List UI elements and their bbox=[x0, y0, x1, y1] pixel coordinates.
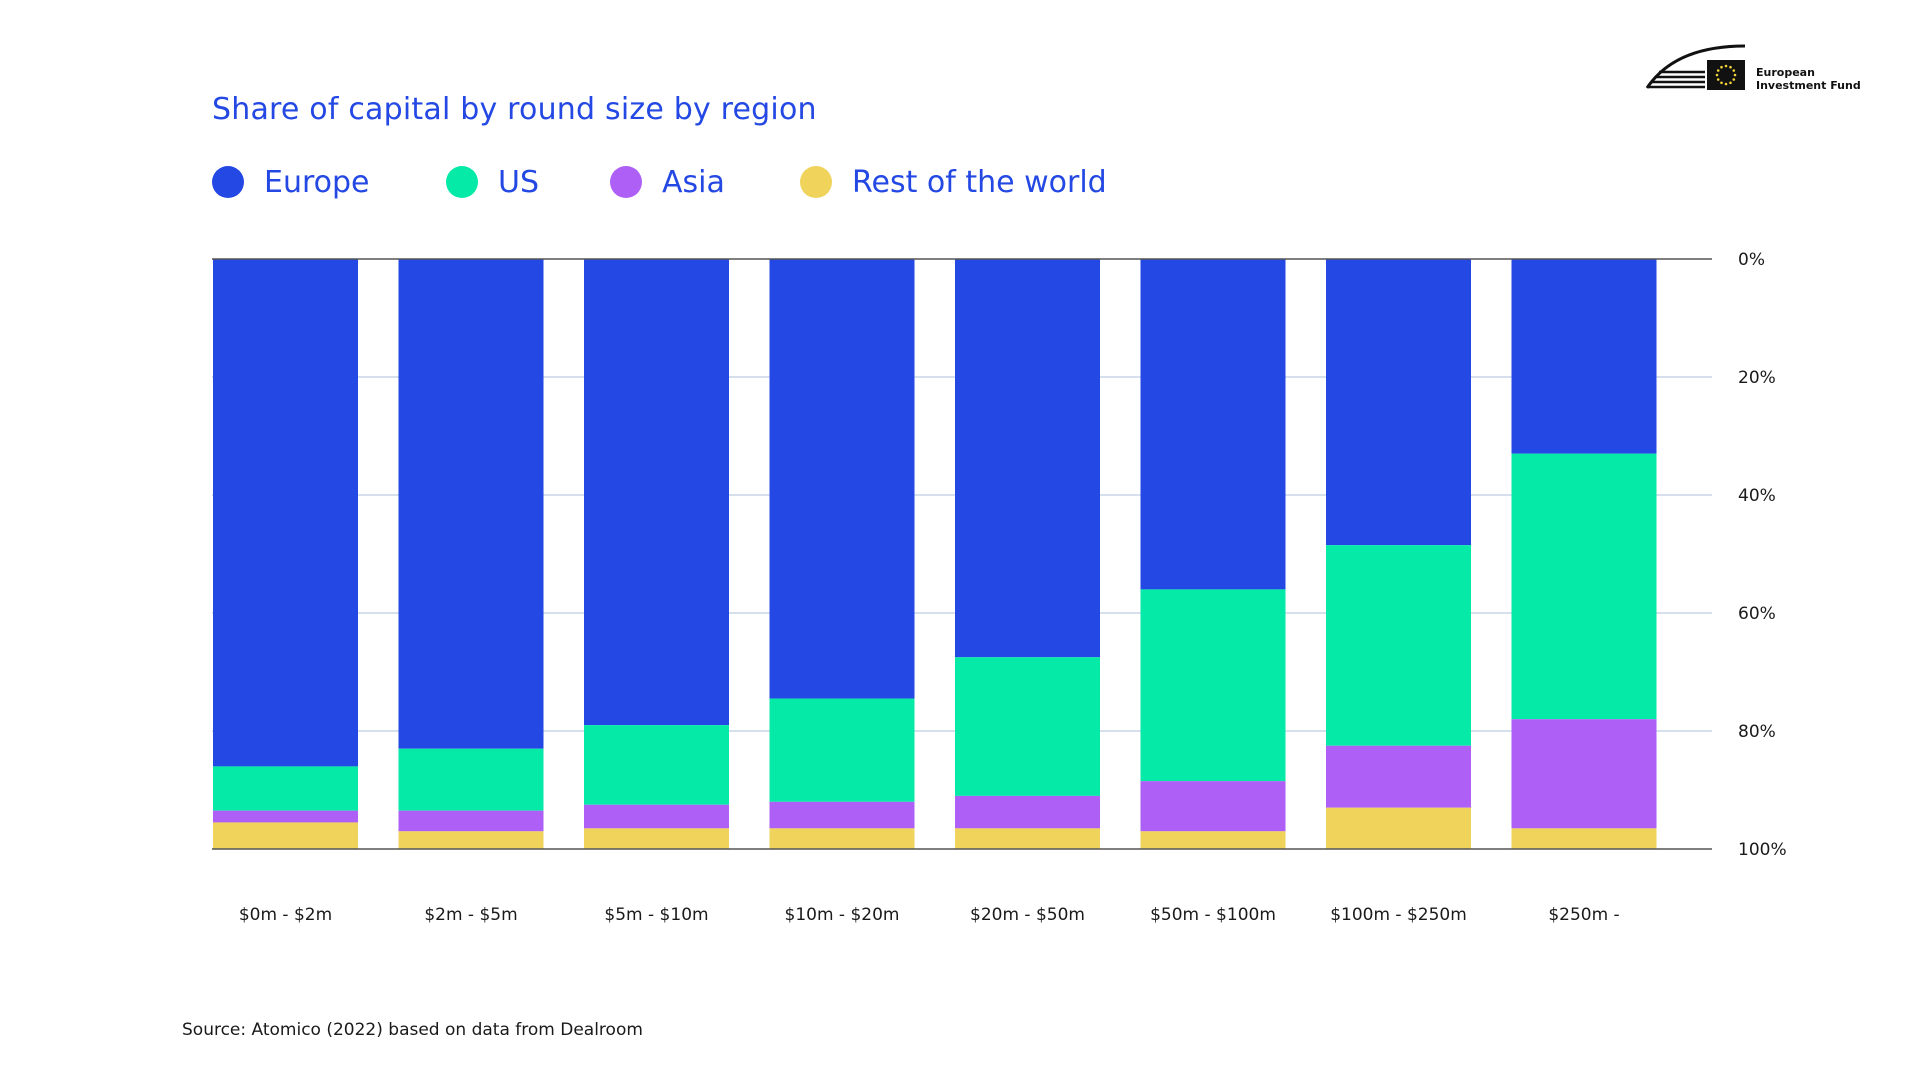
x-tick-label-1: $0m - $2m bbox=[239, 905, 332, 925]
legend-label-europe: Europe bbox=[264, 164, 370, 200]
x-tick-label-7: $100m - $250m bbox=[1330, 905, 1467, 925]
logo-text-line1: European bbox=[1756, 66, 1815, 79]
bar-rest-of-the-world-4 bbox=[769, 828, 915, 849]
bar-europe-6 bbox=[1140, 259, 1286, 590]
bar-asia-6 bbox=[1140, 781, 1286, 832]
eif-logo: European Investment Fund bbox=[1645, 42, 1861, 94]
bar-europe-5 bbox=[955, 259, 1100, 658]
legend-item-us: US bbox=[446, 160, 539, 204]
bar-asia-7 bbox=[1326, 745, 1471, 808]
bar-europe-8 bbox=[1511, 259, 1657, 454]
bar-rest-of-the-world-7 bbox=[1326, 807, 1471, 849]
y-tick-label-0: 0% bbox=[1738, 250, 1765, 270]
bar-europe-2 bbox=[398, 259, 544, 749]
x-tick-label-8: $250m - bbox=[1548, 905, 1619, 925]
legend-item-rest-of-the-world: Rest of the world bbox=[800, 160, 1107, 204]
bar-europe-4 bbox=[769, 259, 915, 699]
chart-title: Share of capital by round size by region bbox=[212, 92, 817, 127]
legend-swatch-asia bbox=[610, 166, 642, 198]
bar-rest-of-the-world-2 bbox=[398, 831, 544, 849]
legend-item-asia: Asia bbox=[610, 160, 725, 204]
bar-us-8 bbox=[1511, 453, 1657, 720]
bar-europe-1 bbox=[213, 259, 358, 767]
bar-rest-of-the-world-1 bbox=[213, 822, 358, 849]
x-tick-label-4: $10m - $20m bbox=[785, 905, 900, 925]
y-tick-label-60: 60% bbox=[1738, 604, 1776, 624]
bar-europe-7 bbox=[1326, 259, 1471, 546]
legend-swatch-europe bbox=[212, 166, 244, 198]
x-tick-label-3: $5m - $10m bbox=[604, 905, 708, 925]
y-tick-label-80: 80% bbox=[1738, 722, 1776, 742]
x-tick-label-6: $50m - $100m bbox=[1150, 905, 1276, 925]
bar-asia-1 bbox=[213, 810, 358, 823]
y-tick-label-100: 100% bbox=[1738, 840, 1787, 860]
bar-us-6 bbox=[1140, 589, 1286, 782]
legend-swatch-us bbox=[446, 166, 478, 198]
x-tick-label-2: $2m - $5m bbox=[424, 905, 517, 925]
bar-us-5 bbox=[955, 657, 1100, 796]
bar-us-4 bbox=[769, 698, 915, 802]
bar-asia-8 bbox=[1511, 719, 1657, 829]
bar-rest-of-the-world-6 bbox=[1140, 831, 1286, 849]
bar-rest-of-the-world-3 bbox=[584, 828, 729, 849]
legend-item-europe: Europe bbox=[212, 160, 370, 204]
bar-us-3 bbox=[584, 725, 729, 805]
bar-rest-of-the-world-8 bbox=[1511, 828, 1657, 849]
y-tick-label-40: 40% bbox=[1738, 486, 1776, 506]
bar-asia-5 bbox=[955, 795, 1100, 829]
bar-us-1 bbox=[213, 766, 358, 811]
bar-us-7 bbox=[1326, 545, 1471, 746]
bar-us-2 bbox=[398, 748, 544, 811]
bar-asia-4 bbox=[769, 801, 915, 829]
legend-label-us: US bbox=[498, 164, 540, 200]
logo-text-line2: Investment Fund bbox=[1756, 79, 1861, 92]
legend-label-asia: Asia bbox=[662, 164, 725, 200]
legend-label-rest-of-the-world: Rest of the world bbox=[852, 164, 1107, 200]
bar-asia-3 bbox=[584, 804, 729, 829]
eif-logo-icon bbox=[1645, 44, 1746, 90]
bar-rest-of-the-world-5 bbox=[955, 828, 1100, 849]
y-tick-label-20: 20% bbox=[1738, 368, 1776, 388]
x-tick-label-5: $20m - $50m bbox=[970, 905, 1085, 925]
source-note: Source: Atomico (2022) based on data fro… bbox=[182, 1020, 643, 1040]
legend-swatch-rest-of-the-world bbox=[800, 166, 832, 198]
bar-asia-2 bbox=[398, 810, 544, 832]
logo-text: European Investment Fund bbox=[1756, 66, 1861, 92]
bar-europe-3 bbox=[584, 259, 729, 726]
